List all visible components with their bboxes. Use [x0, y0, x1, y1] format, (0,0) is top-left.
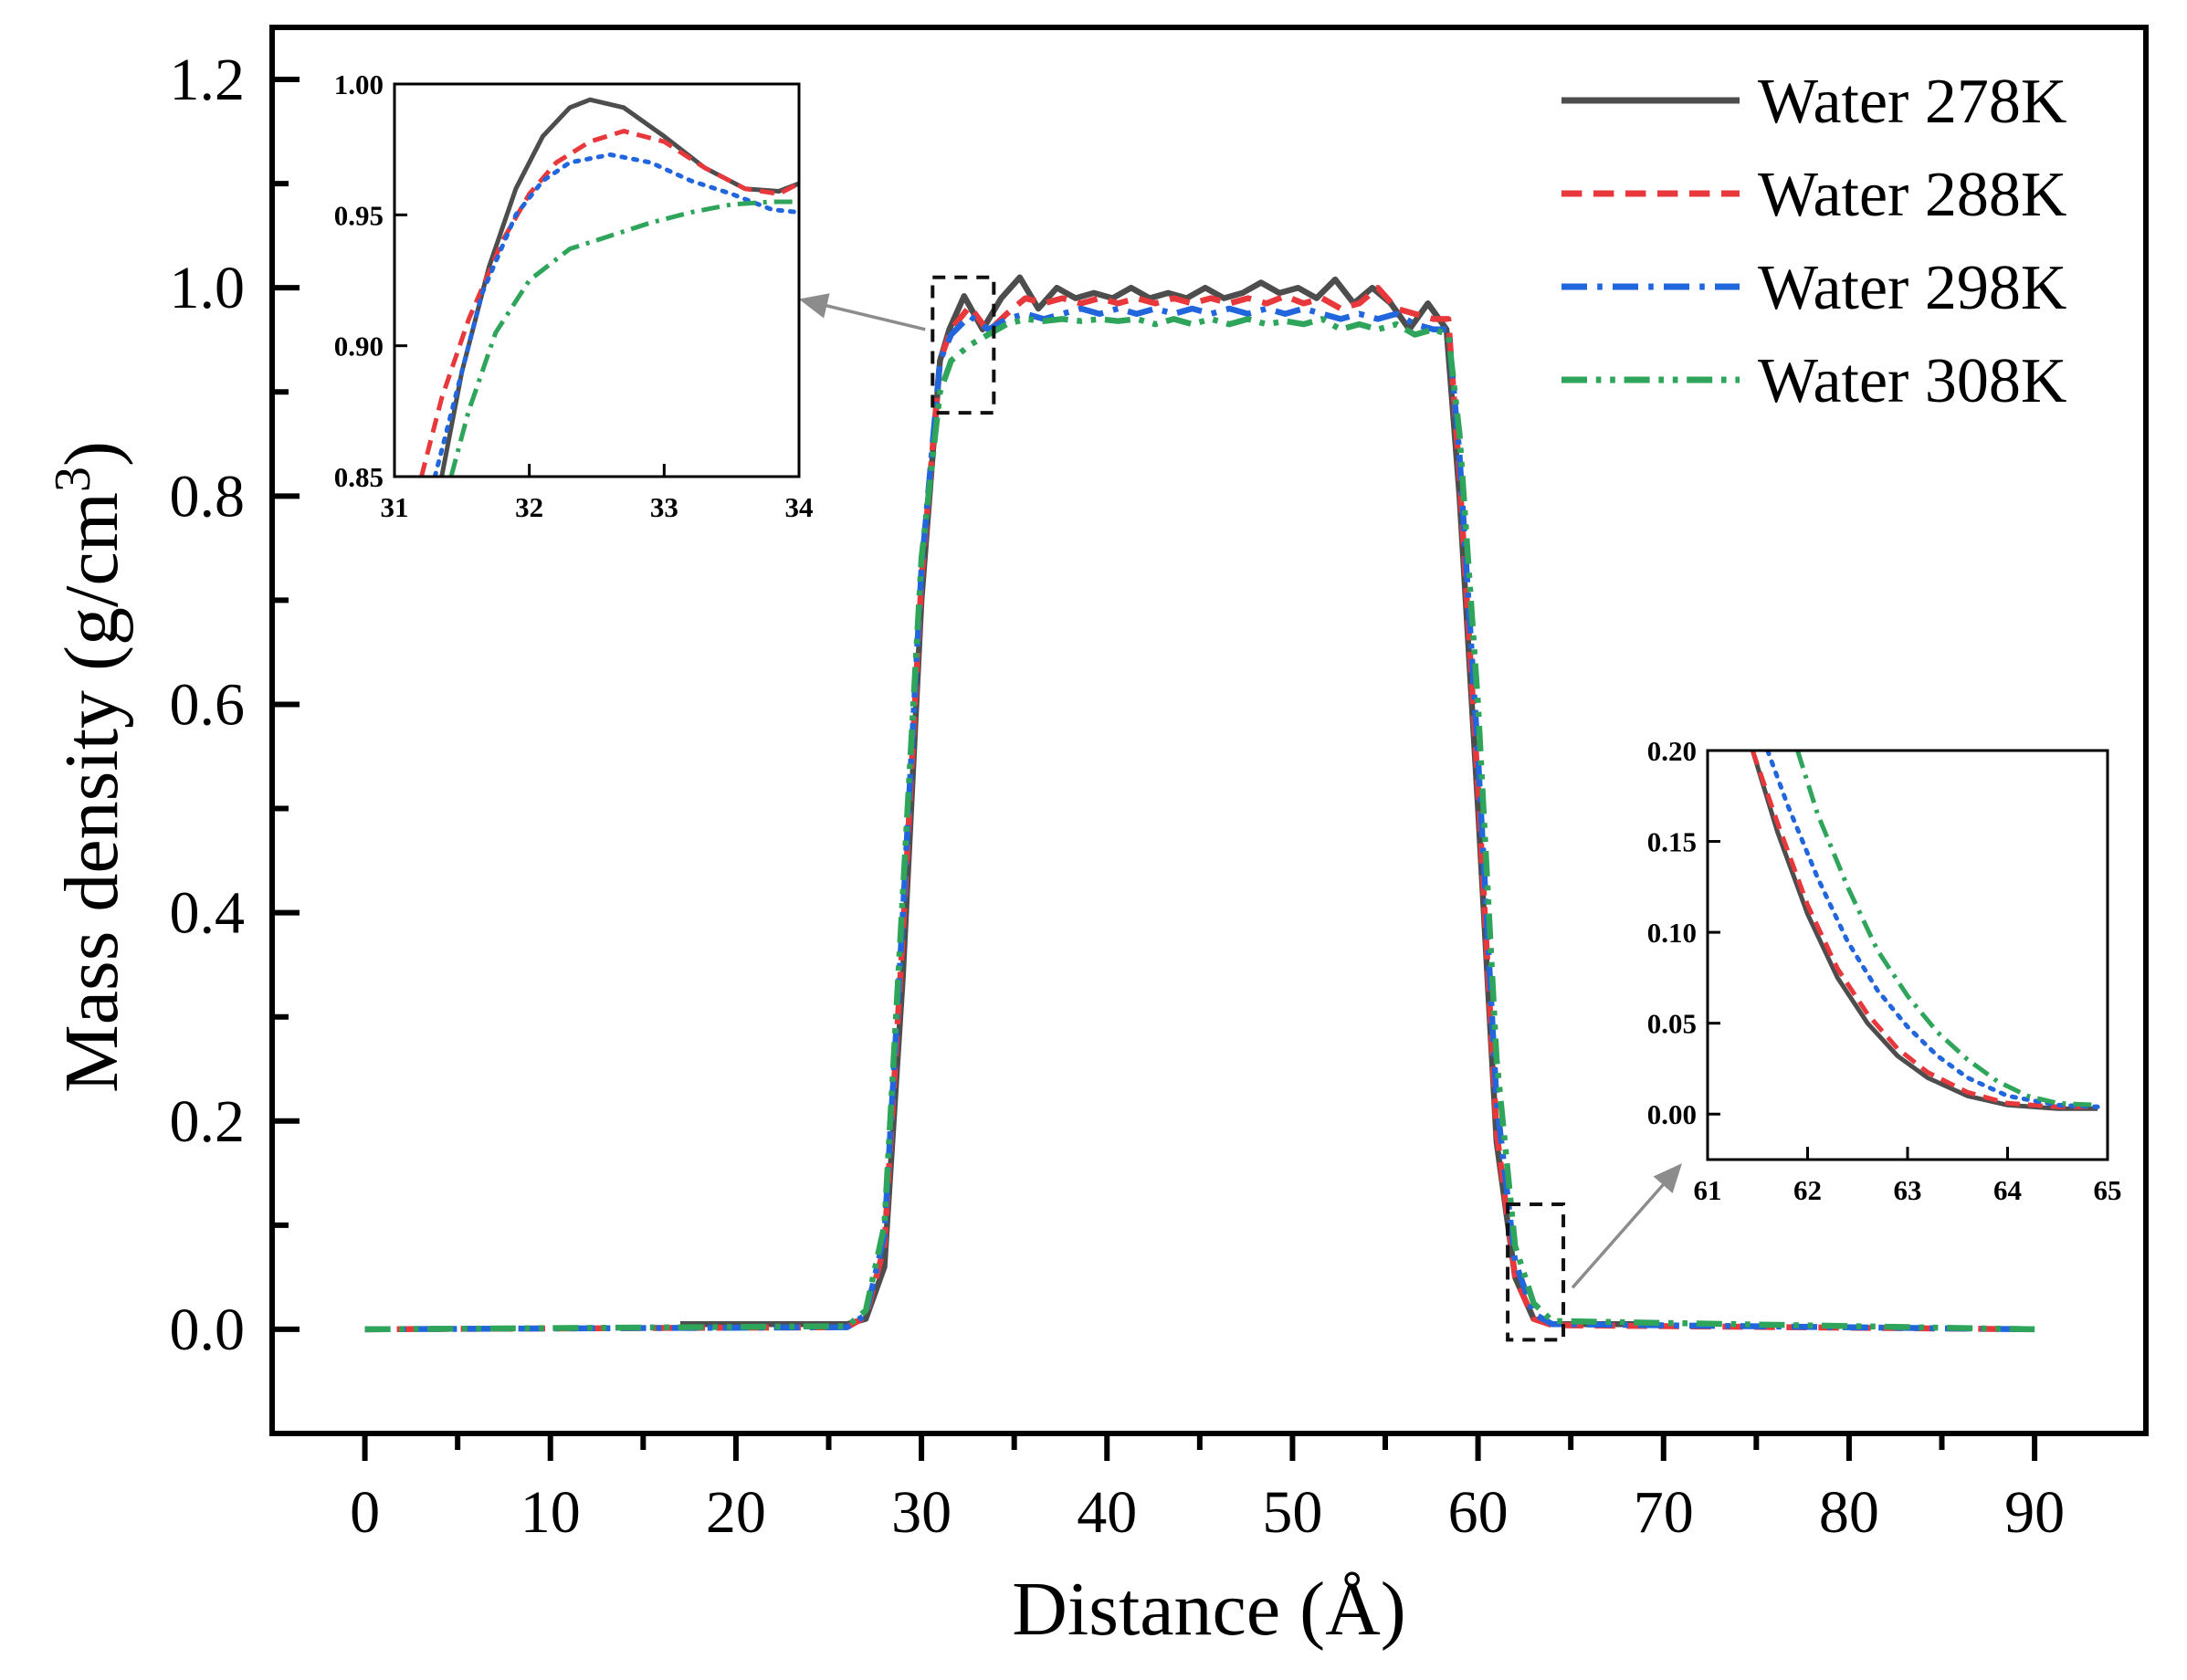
- zoom-markers: [798, 275, 1682, 1342]
- series-line-water-288k: [419, 129, 799, 477]
- inset-y-tick-label: 0.20: [1647, 735, 1697, 767]
- inset-y-tick-label: 0.10: [1647, 917, 1697, 949]
- legend: Water 278K Water 288K Water 298K Water 308K: [1561, 67, 2066, 416]
- x-tick-label: 40: [1077, 1479, 1137, 1546]
- inset-y-tick-label: 1.00: [334, 68, 384, 100]
- x-tick-label: 60: [1448, 1479, 1509, 1546]
- inset-y-tick-label: 0.85: [334, 461, 384, 493]
- y-tick-label: 0.6: [170, 671, 246, 738]
- y-axis-title-close: ): [49, 441, 134, 467]
- main-chart: 0.0 0.2 0.4 0.6 0.8 1.0 1.2 0 10 20 30 40 50 60 70 80 90…: [45, 25, 2149, 1652]
- inset-x-tick-label: 33: [650, 491, 678, 523]
- legend-label: Water 288K: [1758, 160, 2066, 230]
- inset-y-tick-label: 0.90: [334, 331, 384, 362]
- inset-top-chart: 0.85 0.90 0.95 1.00 31 32 33 34: [334, 68, 814, 523]
- series-line-water-298k: [364, 305, 2035, 1333]
- y-tick-label: 1.2: [170, 47, 246, 113]
- legend-label: Water 298K: [1758, 253, 2066, 323]
- y-tick-label: 0.8: [170, 463, 246, 530]
- series-line-water-288k: [364, 284, 2035, 1333]
- inset-bottom-chart: 0.00 0.05 0.10 0.15 0.20 61 62 63 64 65: [1647, 735, 2122, 1206]
- inset-background: [394, 84, 799, 477]
- inset-y-tick-label: 0.00: [1647, 1098, 1697, 1130]
- inset-x-tick-label: 63: [1894, 1174, 1922, 1206]
- y-tick-label: 1.0: [170, 255, 246, 321]
- y-tick-label: 0.0: [170, 1297, 246, 1363]
- series-line-water-308k: [364, 316, 2035, 1333]
- x-tick-label: 10: [520, 1479, 581, 1546]
- y-tick-label: 0.2: [170, 1088, 246, 1155]
- y-axis-title-main: Mass density (g/cm: [49, 492, 134, 1093]
- inset-x-tick-label: 32: [515, 491, 543, 523]
- series-line-water-298k: [432, 152, 799, 477]
- x-tick-label: 70: [1634, 1479, 1694, 1546]
- inset-x-tick-label: 65: [2094, 1174, 2122, 1206]
- x-tick-label: 30: [891, 1479, 952, 1546]
- zoom-arrow-bottom: [1571, 1163, 1682, 1289]
- y-axis-title-sup: 3: [45, 467, 101, 492]
- x-tick-label: 20: [706, 1479, 766, 1546]
- series-line-water-278k: [1750, 751, 2098, 1111]
- y-tick-label: 0.4: [170, 880, 246, 947]
- series-line-water-308k: [1795, 751, 2098, 1108]
- inset-x-tick-label: 31: [381, 491, 409, 523]
- x-axis-title: Distance (Å): [1012, 1567, 1405, 1652]
- plot-frame: [269, 25, 2149, 1436]
- inset-frame: [1706, 749, 2109, 1161]
- inset-y-tick-label: 0.05: [1647, 1008, 1697, 1040]
- inset-background: [1708, 751, 2108, 1160]
- x-tick-label: 0: [350, 1479, 380, 1546]
- x-tick-label: 80: [1819, 1479, 1879, 1546]
- inset-x-tick-label: 62: [1793, 1174, 1822, 1206]
- inset-x-tick-label: 61: [1694, 1174, 1722, 1206]
- inset-y-tick-label: 0.15: [1647, 826, 1697, 858]
- zoom-box-bottom: [1506, 1202, 1566, 1342]
- legend-label: Water 278K: [1758, 67, 2066, 137]
- x-tick-label: 90: [2004, 1479, 2065, 1546]
- zoom-arrow-top: [798, 293, 926, 331]
- y-axis-title: Mass density (g/cm3): [45, 441, 134, 1093]
- legend-label: Water 308K: [1758, 346, 2066, 416]
- x-tick-label: 50: [1262, 1479, 1322, 1546]
- inset-frame: [393, 82, 801, 478]
- inset-x-tick-label: 64: [1993, 1174, 2022, 1206]
- inset-y-tick-label: 0.95: [334, 199, 384, 231]
- series-line-water-308k: [448, 199, 799, 477]
- zoom-box-top: [931, 275, 996, 415]
- inset-x-tick-label: 34: [785, 491, 814, 523]
- series-line-water-298k: [1765, 751, 2100, 1109]
